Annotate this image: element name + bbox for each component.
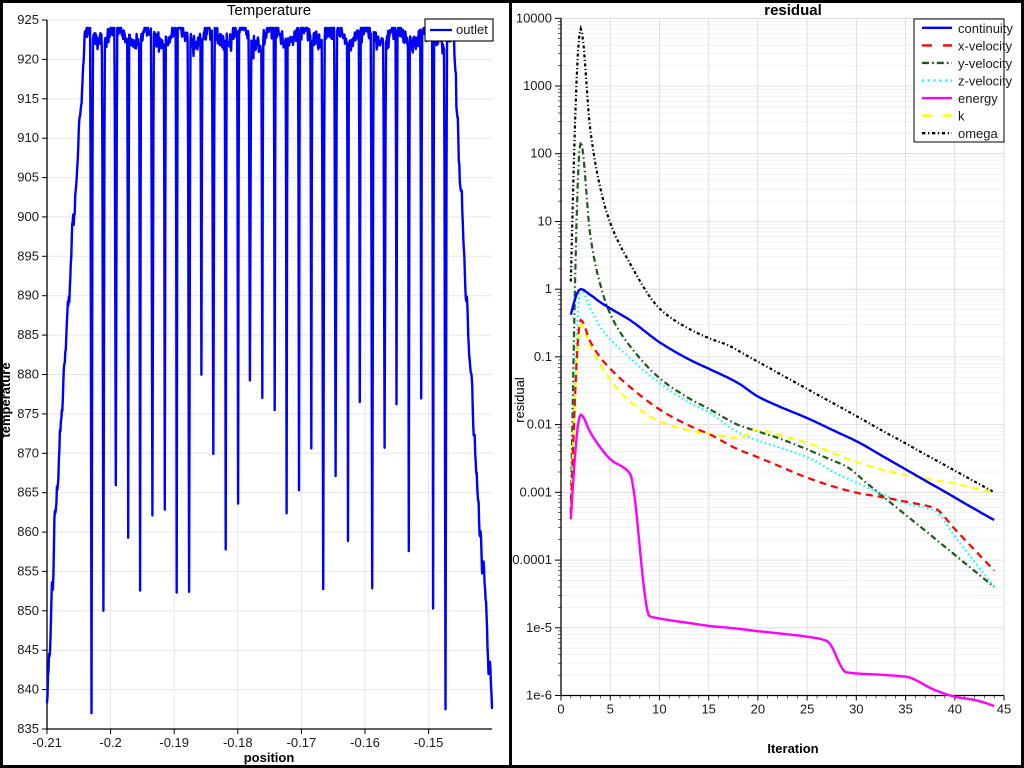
svg-text:1: 1 xyxy=(545,281,552,296)
svg-text:temperature: temperature xyxy=(0,362,13,437)
svg-text:870: 870 xyxy=(17,445,39,460)
svg-text:y-velocity: y-velocity xyxy=(958,56,1013,71)
svg-text:0.001: 0.001 xyxy=(519,484,552,499)
svg-text:900: 900 xyxy=(17,209,39,224)
svg-text:-0.19: -0.19 xyxy=(159,735,189,750)
svg-text:100: 100 xyxy=(530,146,552,161)
svg-text:835: 835 xyxy=(17,721,39,736)
svg-text:30: 30 xyxy=(849,702,863,717)
svg-text:residual: residual xyxy=(512,377,527,423)
svg-text:845: 845 xyxy=(17,642,39,657)
svg-text:Temperature: Temperature xyxy=(227,2,311,19)
svg-text:40: 40 xyxy=(948,702,962,717)
svg-text:865: 865 xyxy=(17,485,39,500)
svg-text:880: 880 xyxy=(17,367,39,382)
svg-text:1e-5: 1e-5 xyxy=(526,620,552,635)
svg-text:Iteration: Iteration xyxy=(767,741,818,756)
svg-text:0.01: 0.01 xyxy=(527,417,552,432)
svg-text:residual: residual xyxy=(764,2,822,19)
svg-text:45: 45 xyxy=(997,702,1011,717)
svg-text:10000: 10000 xyxy=(516,10,552,25)
svg-text:0.0001: 0.0001 xyxy=(512,552,552,567)
svg-text:x-velocity: x-velocity xyxy=(958,38,1013,53)
svg-text:850: 850 xyxy=(17,603,39,618)
svg-text:-0.17: -0.17 xyxy=(287,735,317,750)
svg-text:k: k xyxy=(958,109,965,124)
svg-text:0.1: 0.1 xyxy=(534,349,552,364)
svg-text:continuity: continuity xyxy=(958,21,1013,36)
svg-text:20: 20 xyxy=(751,702,765,717)
svg-text:-0.21: -0.21 xyxy=(32,735,62,750)
svg-text:-0.2: -0.2 xyxy=(99,735,121,750)
svg-text:875: 875 xyxy=(17,406,39,421)
svg-text:920: 920 xyxy=(17,51,39,66)
svg-text:5: 5 xyxy=(607,702,614,717)
svg-text:890: 890 xyxy=(17,288,39,303)
svg-text:10: 10 xyxy=(652,702,666,717)
svg-text:925: 925 xyxy=(17,12,39,27)
svg-text:z-velocity: z-velocity xyxy=(958,74,1013,89)
svg-text:905: 905 xyxy=(17,170,39,185)
svg-text:-0.15: -0.15 xyxy=(414,735,444,750)
svg-text:915: 915 xyxy=(17,91,39,106)
svg-text:910: 910 xyxy=(17,130,39,145)
svg-text:860: 860 xyxy=(17,524,39,539)
svg-text:885: 885 xyxy=(17,327,39,342)
svg-text:energy: energy xyxy=(958,91,998,106)
svg-text:1000: 1000 xyxy=(523,78,552,93)
svg-text:omega: omega xyxy=(958,126,999,141)
svg-text:35: 35 xyxy=(898,702,912,717)
svg-text:840: 840 xyxy=(17,682,39,697)
svg-text:10: 10 xyxy=(538,214,552,229)
svg-text:-0.16: -0.16 xyxy=(350,735,380,750)
svg-text:855: 855 xyxy=(17,563,39,578)
svg-text:position: position xyxy=(244,750,295,765)
svg-text:1e-6: 1e-6 xyxy=(526,688,552,703)
svg-text:15: 15 xyxy=(701,702,715,717)
svg-text:outlet: outlet xyxy=(456,22,488,37)
svg-text:0: 0 xyxy=(557,702,564,717)
svg-text:-0.18: -0.18 xyxy=(223,735,253,750)
svg-text:25: 25 xyxy=(800,702,814,717)
svg-text:895: 895 xyxy=(17,248,39,263)
